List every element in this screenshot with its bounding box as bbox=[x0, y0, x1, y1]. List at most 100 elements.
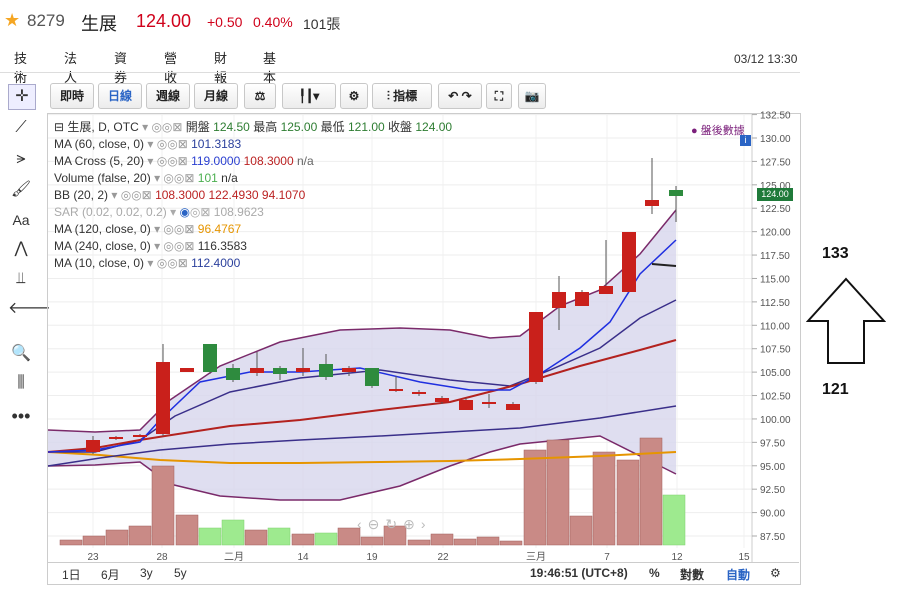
volume-bar bbox=[499, 540, 523, 546]
bb-v1: 108.3000 bbox=[155, 188, 206, 202]
macross-v1: 119.0000 bbox=[191, 154, 241, 168]
percent-toggle[interactable]: % bbox=[649, 566, 660, 580]
compare-scale-icon[interactable]: ⚖ bbox=[244, 83, 276, 109]
chart-legend: ⊟ 生展, D, OTC ▾ ◎◎⊠ 開盤 124.50 最高 125.00 最… bbox=[54, 119, 453, 270]
y-axis: 132.50 130.00 127.50 125.00 122.50 120.00 117.… bbox=[751, 111, 791, 562]
collapse-icon[interactable]: ⊟ bbox=[54, 120, 65, 134]
fullscreen-icon[interactable]: ⛶ bbox=[486, 83, 512, 109]
tab-revenue[interactable]: 營收 bbox=[164, 51, 178, 85]
range-5y[interactable]: 5y bbox=[174, 566, 187, 580]
y-tick-label: 125.00 bbox=[760, 181, 791, 192]
volume-bar bbox=[151, 465, 175, 546]
candle-body bbox=[86, 440, 100, 452]
redo-icon[interactable]: ↷ bbox=[461, 89, 472, 103]
legend-macross[interactable]: MA Cross (5, 20) bbox=[54, 154, 145, 168]
open-value: 124.50 bbox=[213, 120, 250, 134]
indicator-icon: ⫶ bbox=[386, 89, 394, 103]
reset-icon[interactable]: ↻ bbox=[385, 516, 404, 532]
tab-financials[interactable]: 財報 bbox=[214, 51, 228, 85]
volume-bar bbox=[128, 525, 152, 546]
zoom-in-button-icon[interactable]: ⊕ bbox=[403, 516, 421, 532]
tab-margin[interactable]: 資券 bbox=[114, 51, 128, 85]
legend-ma10[interactable]: MA (10, close, 0) bbox=[54, 256, 145, 270]
after-hours-link[interactable]: ● 盤後數據 bbox=[691, 125, 745, 137]
chart-panel[interactable] bbox=[47, 113, 801, 585]
close-label: 收盤 bbox=[388, 120, 413, 134]
volume-bar bbox=[221, 519, 245, 546]
legend-bb[interactable]: BB (20, 2) bbox=[54, 188, 109, 202]
tab-basic[interactable]: 基本 bbox=[263, 51, 277, 85]
candle-body bbox=[459, 400, 473, 410]
measure-icon[interactable]: ⫫ bbox=[16, 270, 26, 287]
volume-bar bbox=[244, 529, 268, 546]
candle-body bbox=[296, 368, 310, 372]
undo-redo-buttons[interactable]: ↶ ↷ bbox=[438, 83, 482, 109]
volume-bar bbox=[198, 527, 222, 546]
annotation-bottom: 121 bbox=[822, 381, 849, 398]
zoom-out-icon[interactable]: ⊖ bbox=[367, 516, 386, 532]
more-icon[interactable]: ••• bbox=[11, 406, 31, 426]
zoom-in-icon[interactable]: 🔍 bbox=[11, 345, 31, 362]
range-3y[interactable]: 3y bbox=[140, 566, 153, 580]
volume-bar bbox=[476, 536, 500, 546]
bb-v2: 122.4930 bbox=[208, 188, 259, 202]
legend-title-row: ⊟ 生展, D, OTC ▾ ◎◎⊠ 開盤 124.50 最高 125.00 最… bbox=[54, 119, 452, 136]
candlesticks bbox=[86, 158, 683, 454]
stock-code: 8279 bbox=[27, 11, 65, 30]
y-tick-label: 105.00 bbox=[760, 368, 791, 379]
legend-title: 生展, D, OTC bbox=[67, 120, 139, 134]
scroll-left-icon[interactable]: ‹ bbox=[357, 516, 368, 532]
log-toggle[interactable]: 對數 bbox=[680, 568, 705, 582]
candle-body bbox=[599, 286, 613, 294]
intraday-button[interactable]: 即時 bbox=[50, 83, 94, 109]
last-update-time: 03/12 13:30 bbox=[734, 52, 798, 66]
volume-v1: 101 bbox=[197, 171, 218, 185]
ma10-value: 112.4000 bbox=[191, 256, 241, 270]
bb-lower bbox=[47, 435, 677, 501]
macross-v3: n/a bbox=[297, 154, 314, 168]
tab-institutional[interactable]: 法人 bbox=[64, 51, 78, 85]
daily-button[interactable]: 日線 bbox=[98, 83, 142, 109]
range-1d[interactable]: 1日 bbox=[62, 568, 81, 582]
undo-icon[interactable]: ↶ bbox=[448, 89, 459, 103]
monthly-button[interactable]: 月線 bbox=[194, 83, 238, 109]
sar-line bbox=[651, 263, 677, 267]
y-tick-label: 97.50 bbox=[760, 438, 785, 449]
crosshair-icon[interactable]: ✛ bbox=[8, 84, 36, 110]
legend-volume[interactable]: Volume (false, 20) bbox=[54, 171, 151, 185]
settings-gear-icon[interactable]: ⚙ bbox=[340, 83, 368, 109]
trendline-icon[interactable]: ⟋ bbox=[15, 119, 27, 136]
range-6m[interactable]: 6月 bbox=[101, 568, 120, 582]
candle-body bbox=[389, 389, 403, 391]
candle-body bbox=[552, 292, 566, 308]
candle-body bbox=[250, 368, 264, 373]
star-icon[interactable]: ★ bbox=[4, 10, 21, 30]
x-tick-label: 28 bbox=[156, 552, 168, 563]
brush-icon[interactable]: 🖌 bbox=[10, 181, 32, 198]
indicator-button[interactable]: ⫶ 指標 bbox=[372, 83, 432, 109]
camera-icon[interactable]: 📷 bbox=[518, 83, 546, 109]
ruler-icon[interactable]: ⫼ bbox=[17, 374, 25, 391]
candle-body bbox=[273, 368, 287, 374]
y-tick-label: 115.00 bbox=[760, 274, 790, 285]
legend-sar[interactable]: SAR (0.02, 0.02, 0.2) bbox=[54, 205, 167, 219]
x-tick-label: 19 bbox=[366, 552, 378, 563]
legend-ma240[interactable]: MA (240, close, 0) bbox=[54, 239, 151, 253]
weekly-button[interactable]: 週線 bbox=[146, 83, 190, 109]
legend-ma120[interactable]: MA (120, close, 0) bbox=[54, 222, 151, 236]
chart-type-dropdown[interactable]: ╿┃▾ bbox=[282, 83, 336, 109]
auto-toggle[interactable]: 自動 bbox=[726, 568, 751, 582]
pattern-icon[interactable]: ⋀ bbox=[14, 240, 28, 257]
legend-ma60[interactable]: MA (60, close, 0) bbox=[54, 137, 145, 151]
volume-bars bbox=[59, 437, 686, 546]
bottom-settings-icon[interactable]: ⚙ bbox=[770, 566, 781, 580]
info-icon[interactable]: i bbox=[740, 135, 751, 146]
y-tick-label: 90.00 bbox=[760, 509, 785, 520]
text-tool-icon[interactable]: Aa bbox=[12, 212, 30, 228]
legend-dropdown-icon[interactable]: ▾ ◎◎⊠ bbox=[142, 120, 183, 134]
scroll-right-icon[interactable]: › bbox=[420, 516, 432, 532]
candle-body bbox=[622, 232, 636, 292]
fibonacci-icon[interactable]: ⪫ bbox=[16, 150, 26, 167]
last-price-label: 124.00 bbox=[757, 188, 793, 201]
